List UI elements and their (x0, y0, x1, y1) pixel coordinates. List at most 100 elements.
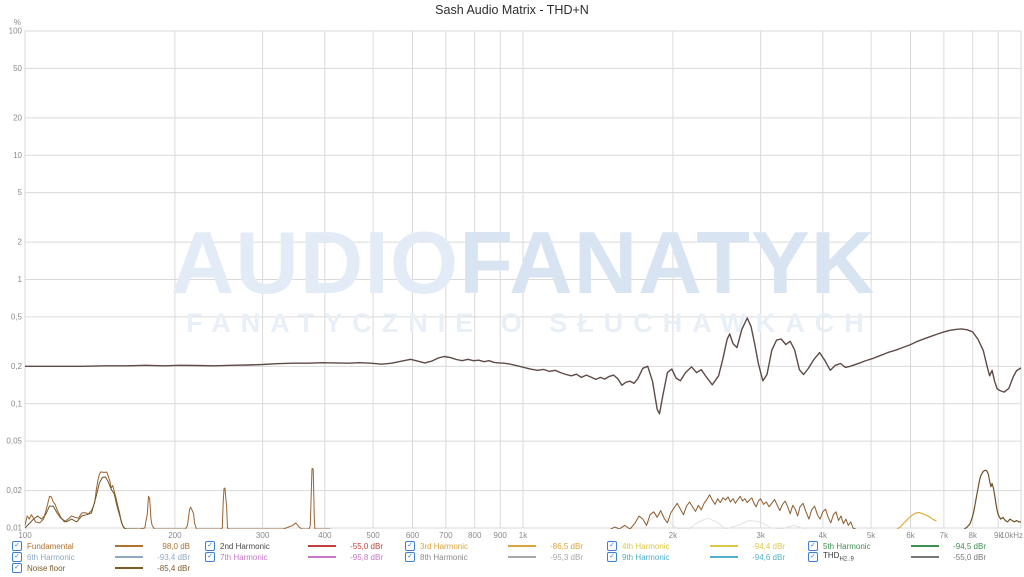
legend-item-3rd-harmonic: ✓ 3rd Harmonic -86,5 dBr (405, 541, 597, 552)
x-tick-label: 100 (18, 531, 32, 540)
x-tick-label: 3k (756, 531, 765, 540)
y-tick-label: 0,05 (6, 437, 22, 446)
y-tick-label: 50 (13, 64, 22, 73)
legend-item-value: -95,8 dBr (350, 552, 383, 562)
series-noise_low_spikes_2 (25, 476, 138, 529)
x-tick-label: 10kHz (1000, 531, 1023, 540)
legend-item-value: -55,0 dBr (953, 552, 986, 562)
legend: ✓ Fundamental 98,0 dB ✓ 6th Harmonic -93,4 dB… (0, 541, 1024, 577)
legend-item-value: -95,3 dBr (550, 552, 583, 562)
legend-item-value: -94,6 dBr (752, 552, 785, 562)
y-tick-label: 20 (13, 113, 22, 122)
legend-item-4th-harmonic: ✓ 4th Harmonic -94,4 dBr (607, 541, 799, 552)
legend-item-label: 8th Harmonic (420, 552, 468, 562)
checkbox-icon[interactable]: ✓ (808, 541, 818, 552)
legend-item-label: THDH2..9 (823, 551, 854, 564)
chart-title: Sash Audio Matrix - THD+N (435, 3, 589, 17)
x-tick-label: 800 (468, 531, 482, 540)
legend-item-2nd-harmonic: ✓ 2nd Harmonic -55,0 dBr (205, 541, 397, 552)
legend-color-swatch (115, 567, 143, 570)
watermark-logo-text: AUDIOFANATYK (171, 213, 876, 312)
y-tick-label: 10 (13, 151, 22, 160)
x-tick-label: 400 (318, 531, 332, 540)
x-tick-label: 700 (439, 531, 453, 540)
legend-item-label: 3rd Harmonic (420, 541, 469, 551)
legend-item-fundamental: ✓ Fundamental 98,0 dB (12, 541, 204, 552)
series-noise_peak_8k5 (963, 469, 1021, 529)
legend-item-label: Noise floor (27, 563, 66, 573)
x-tick-label: 300 (256, 531, 270, 540)
y-tick-label: 5 (18, 188, 23, 197)
legend-item-label: 4th Harmonic (622, 541, 670, 551)
legend-color-swatch (911, 545, 939, 548)
x-tick-label: 1k (519, 531, 528, 540)
legend-color-swatch (710, 545, 738, 548)
x-tick-label: 2k (669, 531, 678, 540)
y-tick-label: 2 (18, 238, 23, 247)
checkbox-icon[interactable]: ✓ (12, 563, 22, 574)
checkbox-icon[interactable]: ✓ (12, 541, 22, 552)
legend-group-1: ✓ Fundamental 98,0 dB ✓ 6th Harmonic -93,4 dB… (12, 541, 204, 574)
checkbox-icon[interactable]: ✓ (205, 552, 215, 563)
legend-group-4: ✓ 4th Harmonic -94,4 dBr ✓ 9th Harmonic -94,6… (607, 541, 799, 563)
checkbox-icon[interactable]: ✓ (405, 552, 415, 563)
x-tick-label: 7k (940, 531, 949, 540)
checkbox-icon[interactable]: ✓ (607, 552, 617, 563)
legend-color-swatch (308, 556, 336, 559)
legend-color-swatch (508, 556, 536, 559)
legend-item-noise-floor: ✓ Noise floor -85,4 dBr (12, 563, 204, 574)
legend-item-value: -55,0 dBr (350, 541, 383, 551)
x-tick-label: 8k (969, 531, 978, 540)
checkbox-icon[interactable]: ✓ (12, 552, 22, 563)
x-tick-label: 500 (366, 531, 380, 540)
legend-color-swatch (308, 545, 336, 548)
series-thdn_main_curve (25, 317, 1021, 415)
legend-item-label: 5th Harmonic (823, 541, 871, 551)
y-tick-label: 0,5 (11, 312, 23, 321)
x-tick-label: 6k (906, 531, 915, 540)
watermark-tagline-text: FANATYCZNIE O SŁUCHAWKACH (186, 308, 873, 338)
y-tick-label: 0,01 (6, 524, 22, 533)
x-tick-label: 9k (994, 531, 1003, 540)
legend-item-label: 2nd Harmonic (220, 541, 270, 551)
legend-item-label: 7th Harmonic (220, 552, 268, 562)
legend-color-swatch (508, 545, 536, 548)
checkbox-icon[interactable]: ✓ (205, 541, 215, 552)
legend-group-5: ✓ 5th Harmonic -94,5 dBr ✓ THDH2..9 -55,0 dBr (808, 541, 1000, 563)
legend-item-value: -93,4 dBr (157, 552, 190, 562)
x-tick-label: 200 (168, 531, 182, 540)
legend-item-6th-harmonic: ✓ 6th Harmonic -93,4 dBr (12, 552, 204, 563)
x-tick-label: 900 (494, 531, 508, 540)
legend-item-value: -86,5 dBr (550, 541, 583, 551)
legend-color-swatch (710, 556, 738, 559)
legend-color-swatch (911, 556, 939, 559)
legend-item-9th-harmonic: ✓ 9th Harmonic -94,6 dBr (607, 552, 799, 563)
legend-item-thd: ✓ THDH2..9 -55,0 dBr (808, 551, 1000, 564)
legend-item-label: Fundamental (27, 541, 74, 551)
checkbox-icon[interactable]: ✓ (405, 541, 415, 552)
series-harmonic_arc_6k (896, 512, 937, 529)
x-tick-label: 5k (867, 531, 876, 540)
legend-color-swatch (115, 556, 143, 559)
legend-group-3: ✓ 3rd Harmonic -86,5 dBr ✓ 8th Harmonic -95,3… (405, 541, 597, 563)
y-tick-label: 0,2 (11, 362, 23, 371)
legend-color-swatch (115, 545, 143, 548)
y-tick-label: 1 (18, 275, 23, 284)
x-tick-label: 4k (819, 531, 828, 540)
y-tick-label: 0,02 (6, 486, 22, 495)
legend-group-2: ✓ 2nd Harmonic -55,0 dBr ✓ 7th Harmonic -95,8… (205, 541, 397, 563)
checkbox-icon[interactable]: ✓ (808, 552, 818, 563)
legend-item-label: 9th Harmonic (622, 552, 670, 562)
legend-item-8th-harmonic: ✓ 8th Harmonic -95,3 dBr (405, 552, 597, 563)
series-noise_mid_band (610, 494, 856, 529)
legend-item-value: -85,4 dBr (157, 563, 190, 573)
y-tick-label: 0,1 (11, 399, 23, 408)
y-axis-unit-label: % (14, 18, 21, 27)
legend-item-7th-harmonic: ✓ 7th Harmonic -95,8 dBr (205, 552, 397, 563)
legend-item-5th-harmonic: ✓ 5th Harmonic -94,5 dBr (808, 541, 1000, 552)
checkbox-icon[interactable]: ✓ (607, 541, 617, 552)
x-tick-label: 600 (406, 531, 420, 540)
legend-item-value: -94,5 dBr (953, 541, 986, 551)
